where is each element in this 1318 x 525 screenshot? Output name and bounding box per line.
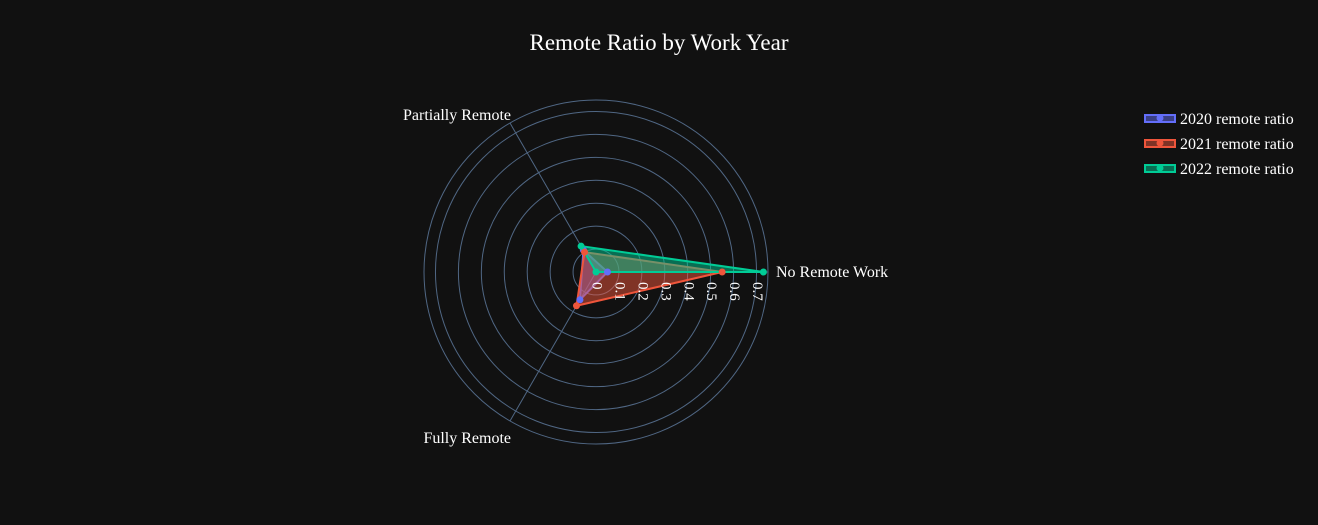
series-point-2-1[interactable] [577,242,585,250]
angular-axis-labels: No Remote Work Partially Remote Fully Re… [403,107,888,447]
axis-label-partially-remote: Partially Remote [403,107,511,124]
axis-label-no-remote-work: No Remote Work [776,264,888,281]
series-point-1-2[interactable] [573,302,581,310]
legend-marker-2020 [1156,114,1164,122]
series-point-2-2[interactable] [592,268,600,276]
legend-item-2020[interactable]: 2020 remote ratio [1144,111,1294,128]
legend-item-2022[interactable]: 2022 remote ratio [1144,161,1294,178]
series-layer [573,242,767,310]
radial-tick-label: 0.1 [611,282,627,301]
radial-tick-label: 0.2 [634,282,650,301]
legend: 2020 remote ratio 2021 remote ratio 2022… [1144,111,1294,178]
series-point-1-1[interactable] [581,248,589,256]
legend-marker-2022 [1156,164,1164,172]
axis-label-fully-remote: Fully Remote [423,430,511,447]
series-point-0-0[interactable] [603,268,611,276]
radial-tick-label: 0.3 [657,282,673,301]
radial-tick-label: 0.4 [680,282,696,301]
legend-marker-2021 [1156,139,1164,147]
chart-title: Remote Ratio by Work Year [529,30,788,55]
series-area-2[interactable] [579,244,764,273]
series-point-0-2[interactable] [576,296,584,304]
legend-item-2021[interactable]: 2021 remote ratio [1144,136,1294,153]
series-point-1-0[interactable] [718,268,726,276]
radial-tick-label: 0.6 [726,282,742,301]
series-point-2-0[interactable] [759,268,767,276]
radial-tick-label: 0.5 [703,282,719,301]
radial-tick-label: 0 [589,282,605,290]
radial-tick-labels: 0 0.1 0.2 0.3 0.4 0.5 0.6 0.7 [589,282,766,301]
radial-tick-label: 0.7 [749,282,765,301]
legend-label-2021: 2021 remote ratio [1180,136,1294,153]
legend-label-2020: 2020 remote ratio [1180,111,1294,128]
legend-label-2022: 2022 remote ratio [1180,161,1294,178]
